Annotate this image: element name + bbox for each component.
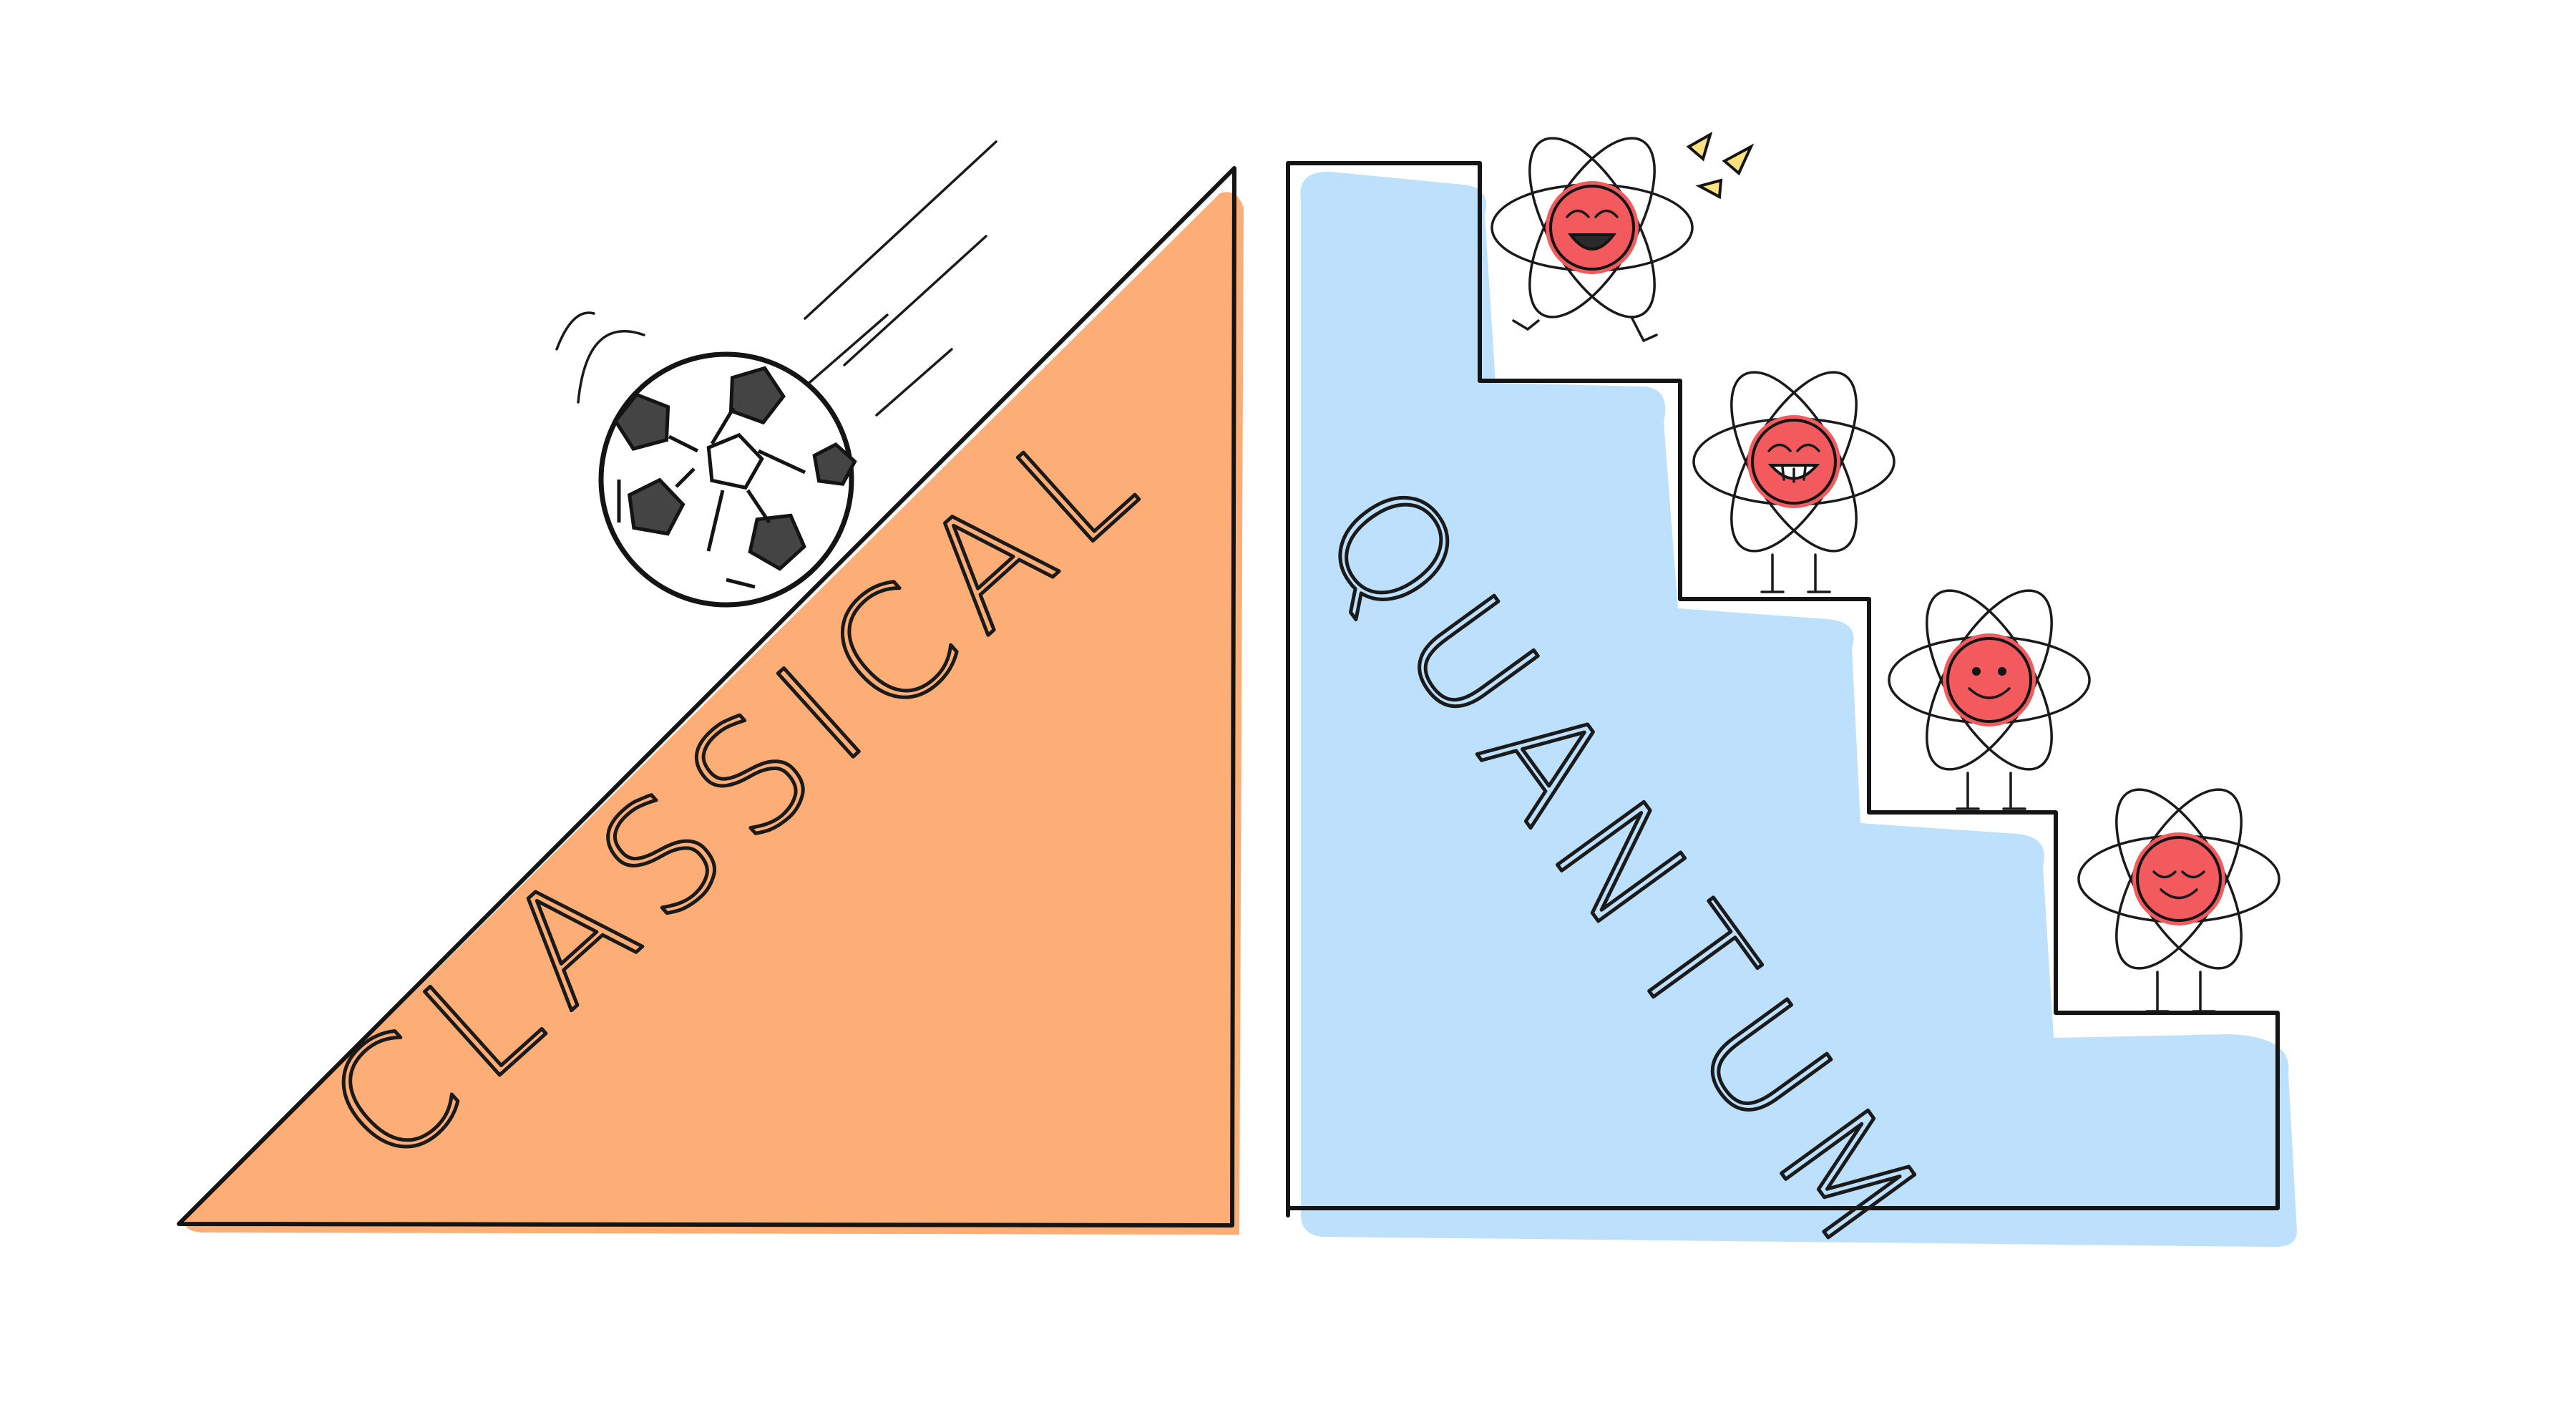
classical-ramp-outline <box>177 166 1236 1227</box>
motion-lines <box>555 140 997 417</box>
quantum-stairs: QUANTUM <box>1286 161 2297 1298</box>
quantum-stairs-fill <box>1300 171 2297 1248</box>
classical-ramp: CLASSICAL <box>177 166 1244 1235</box>
atom-character-icon <box>1888 589 2091 810</box>
atom-character-icon <box>1491 137 1694 343</box>
classical-ramp-fill <box>185 192 1244 1235</box>
soccer-ball-icon <box>598 351 857 608</box>
quantum-stairs-outline <box>1286 161 2280 1217</box>
atom-character-icon <box>2077 788 2280 1013</box>
sparkle-icon <box>1686 131 1755 200</box>
atom-character-icon <box>1692 371 1896 593</box>
